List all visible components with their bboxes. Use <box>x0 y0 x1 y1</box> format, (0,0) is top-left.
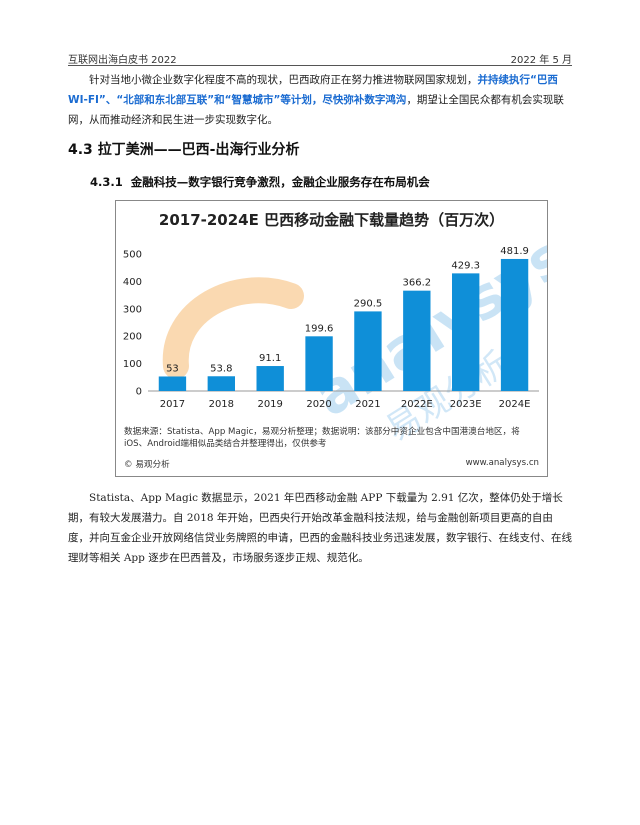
intro-paragraph: 针对当地小微企业数字化程度不高的现状，巴西政府正在努力推进物联网国家规划，并持续… <box>68 70 572 130</box>
y-tick-label: 300 <box>123 304 142 315</box>
bar-value-label: 429.3 <box>451 260 480 271</box>
subsection-number: 4.3.1 <box>90 175 123 189</box>
bar <box>403 290 431 391</box>
intro-text-end: ，期望让全国民众都有机会实现联网，从而推动经济和民生进一步实现数字化。 <box>68 94 564 126</box>
x-tick-label: 2024E <box>499 399 531 410</box>
x-tick-label: 2022E <box>401 399 433 410</box>
bar-value-label: 199.6 <box>305 323 334 334</box>
chart-copyright: © 易观分析 <box>124 460 170 470</box>
section-heading: 4.3 拉丁美洲——巴西-出海行业分析 <box>68 139 300 159</box>
x-tick-label: 2020 <box>306 399 331 410</box>
bar <box>500 258 529 391</box>
y-tick-label: 0 <box>136 387 142 398</box>
x-tick-label: 2018 <box>209 399 234 410</box>
intro-text: 针对当地小微企业数字化程度不高的现状，巴西政府正在努力推进物联网国家规划， <box>89 74 478 86</box>
watermark-swoosh <box>162 277 304 379</box>
bar-chart: analysys易观分析010020030040050053201753.820… <box>123 221 547 449</box>
chart-source-note: 数据来源：Statista、App Magic，易观分析整理；数据说明：该部分中… <box>124 427 520 449</box>
chart-site-url: www.analysys.cn <box>465 458 539 468</box>
bar-value-label: 53 <box>166 363 179 374</box>
bar-value-label: 290.5 <box>354 298 383 309</box>
intro-highlight: 并持续执行“巴西 WI-FI”、“北部和东北部互联”和“智慧城市”等计划，尽快弥… <box>68 74 558 106</box>
bar-value-label: 53.8 <box>210 363 232 374</box>
body-paragraph: Statista、App Magic 数据显示，2021 年巴西移动金融 APP… <box>68 488 572 568</box>
section-title: 拉丁美洲——巴西-出海行业分析 <box>97 142 300 158</box>
y-tick-label: 400 <box>123 277 142 288</box>
subsection-heading: 4.3.1 金融科技—数字银行竞争激烈，金融企业服务存在布局机会 <box>90 174 430 190</box>
bar <box>305 336 333 391</box>
bar <box>452 273 480 391</box>
chart-title: 2017-2024E 巴西移动金融下载量趋势（百万次） <box>158 211 505 229</box>
bar-value-label: 366.2 <box>402 278 431 289</box>
subsection-title: 金融科技—数字银行竞争激烈，金融企业服务存在布局机会 <box>130 175 430 189</box>
bar <box>158 376 187 391</box>
x-tick-label: 2021 <box>355 399 380 410</box>
bar <box>207 376 235 391</box>
x-tick-label: 2019 <box>257 399 282 410</box>
body-text: Statista、App Magic 数据显示，2021 年巴西移动金融 APP… <box>68 492 572 564</box>
y-tick-label: 500 <box>123 250 142 261</box>
header-title: 互联网出海白皮书 2022 <box>68 55 177 66</box>
section-number: 4.3 <box>68 142 93 158</box>
bar <box>354 311 382 391</box>
y-tick-label: 200 <box>123 332 142 343</box>
header-date: 2022 年 5 月 <box>510 55 572 66</box>
bar-value-label: 481.9 <box>500 246 529 257</box>
chart-figure: analysys易观分析010020030040050053201753.820… <box>115 200 548 477</box>
x-tick-label: 2017 <box>160 399 185 410</box>
header-divider <box>68 65 572 66</box>
bar <box>256 366 284 391</box>
bar-value-label: 91.1 <box>259 353 281 364</box>
y-tick-label: 100 <box>123 359 142 370</box>
x-tick-label: 2023E <box>450 399 482 410</box>
